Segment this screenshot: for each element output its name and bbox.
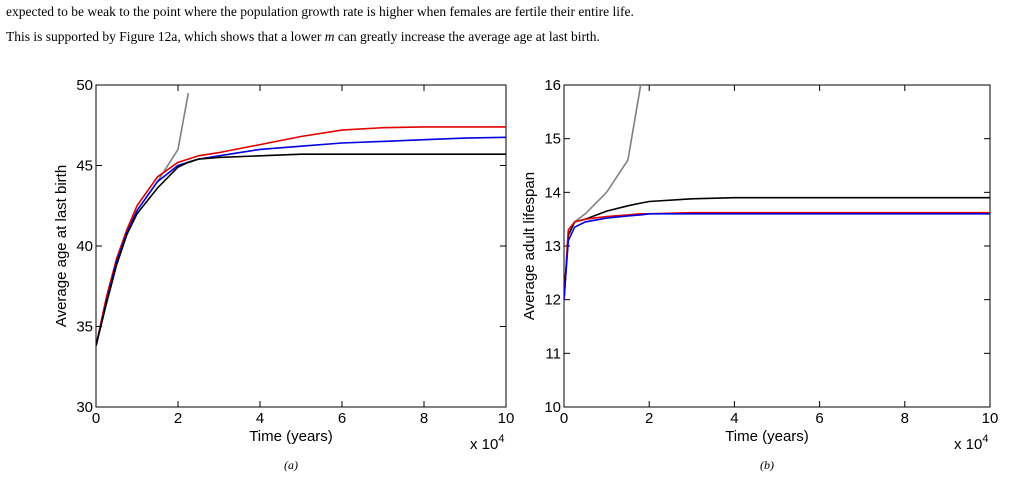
x-tick-label: 0: [92, 410, 100, 427]
x-tick-label: 6: [338, 410, 346, 427]
series-line: [96, 126, 506, 346]
x-tick-label: 10: [982, 410, 999, 427]
y-tick-label: 35: [76, 319, 93, 336]
x-tick-label: 10: [498, 410, 515, 427]
y-tick-label: 12: [544, 292, 561, 309]
text: expected to be weak to the point where t…: [6, 4, 634, 19]
y-tick-label: 30: [76, 399, 93, 416]
y-tick-label: 10: [544, 399, 561, 416]
x-axis-label: Time (years): [725, 428, 809, 445]
series-line: [96, 92, 190, 346]
y-axis-label: Average adult lifespan: [521, 172, 538, 320]
caption: (b): [760, 458, 774, 472]
series-line: [564, 213, 990, 300]
y-tick-label: 15: [544, 131, 561, 148]
y-axis-label: Average age at last birth: [53, 165, 70, 327]
x-multiplier-exponent: 4: [498, 433, 504, 445]
y-tick-label: 14: [544, 184, 561, 201]
series-line: [96, 153, 506, 346]
text: can greatly increase the average age at …: [334, 29, 600, 44]
x-multiplier: x 104: [954, 433, 988, 453]
y-tick-label: 45: [76, 158, 93, 175]
math: m: [324, 29, 335, 44]
x-tick-label: 2: [645, 410, 653, 427]
series-line: [96, 136, 506, 346]
x-tick-label: 6: [815, 410, 823, 427]
x-multiplier-base: x 10: [954, 436, 982, 453]
y-tick-label: 11: [545, 345, 561, 362]
y-tick-label: 50: [76, 77, 93, 94]
x-multiplier: x 104: [470, 433, 504, 453]
x-tick-label: 4: [256, 410, 264, 427]
x-tick-label: 4: [730, 410, 738, 427]
series-line: [564, 85, 642, 300]
series-line: [564, 211, 990, 300]
y-tick-label: 16: [544, 77, 561, 94]
text-line: expected to be weak to the point where t…: [6, 4, 634, 20]
x-tick-label: 0: [560, 410, 568, 427]
text-line: This is supported by Figure 12a, which s…: [6, 29, 600, 45]
caption: (a): [284, 458, 298, 472]
y-tick-label: 40: [76, 238, 93, 255]
x-multiplier-exponent: 4: [982, 433, 988, 445]
axes-box: [95, 84, 507, 408]
text: This is supported by Figure 12a, which s…: [6, 29, 325, 44]
axes-box: [563, 84, 991, 408]
x-axis-label: Time (years): [249, 428, 333, 445]
x-tick-label: 8: [420, 410, 428, 427]
x-tick-label: 2: [174, 410, 182, 427]
x-multiplier-base: x 10: [470, 436, 498, 453]
y-tick-label: 13: [544, 238, 561, 255]
x-tick-label: 8: [901, 410, 909, 427]
